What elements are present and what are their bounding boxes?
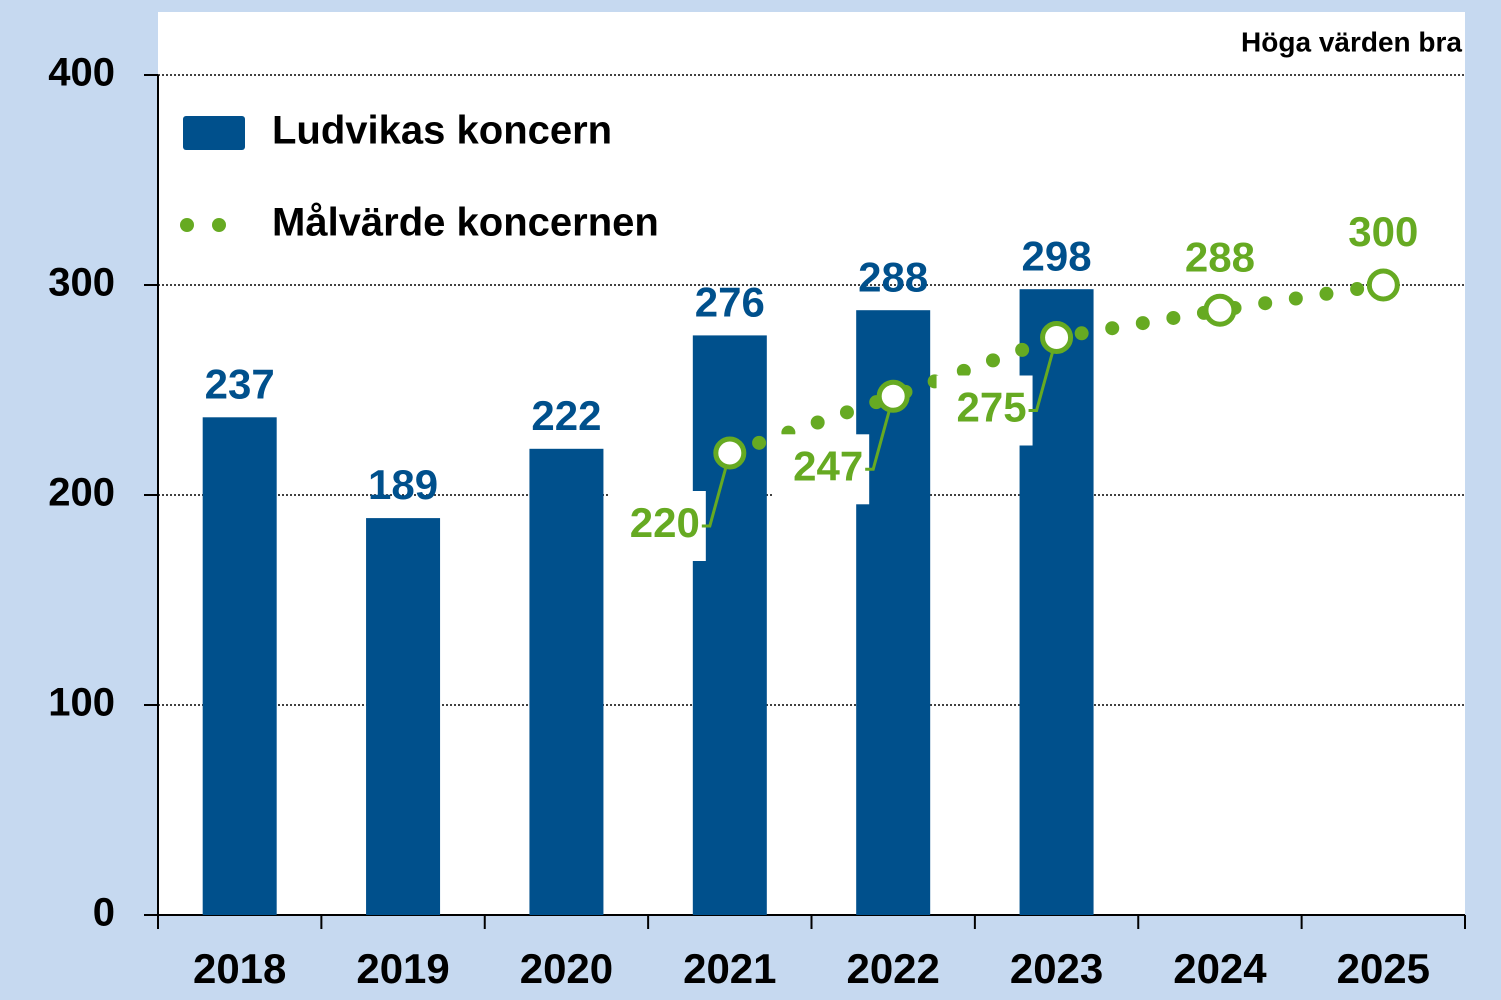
data-label: 288	[1185, 233, 1255, 280]
leader-line	[701, 452, 732, 528]
data-label: 237	[205, 360, 275, 407]
annotation: Höga värden bra	[1241, 26, 1462, 57]
legend-swatch	[180, 218, 194, 232]
bar	[529, 448, 604, 915]
target-marker	[713, 436, 747, 470]
bar	[366, 518, 441, 915]
legend-swatch	[212, 218, 226, 232]
bar	[692, 335, 767, 915]
leader-line	[1028, 337, 1059, 412]
data-label: 247	[793, 442, 863, 489]
label-box	[773, 434, 870, 505]
target-marker	[1040, 321, 1074, 354]
legend-label: Målvärde koncernen	[272, 201, 659, 245]
legend-label: Ludvikas koncern	[272, 109, 612, 153]
data-label: 275	[956, 384, 1026, 431]
data-label: 276	[695, 278, 765, 325]
target-marker	[1203, 293, 1237, 327]
y-tick-label: 200	[48, 471, 115, 515]
x-tick-label: 2021	[683, 945, 776, 992]
label-box	[936, 375, 1033, 446]
target-marker	[1366, 268, 1400, 302]
data-label: 300	[1348, 208, 1418, 255]
x-tick-label: 2022	[846, 945, 939, 992]
x-tick-label: 2024	[1173, 945, 1267, 992]
data-label: 222	[531, 392, 601, 439]
x-tick-label: 2019	[356, 945, 449, 992]
data-label: 288	[858, 253, 928, 300]
data-label: 220	[630, 499, 700, 546]
leader-line	[865, 395, 895, 471]
data-label: 298	[1022, 232, 1092, 279]
y-tick-label: 300	[48, 261, 115, 305]
bar	[202, 417, 277, 915]
y-tick-label: 0	[93, 891, 115, 935]
legend-swatch	[183, 116, 245, 150]
x-tick-label: 2020	[520, 945, 613, 992]
data-label: 189	[368, 461, 438, 508]
x-tick-label: 2023	[1010, 945, 1103, 992]
target-marker	[876, 379, 910, 413]
y-tick-label: 100	[48, 681, 115, 725]
label-box	[609, 491, 706, 561]
x-tick-label: 2018	[193, 945, 286, 992]
x-tick-label: 2025	[1337, 945, 1430, 992]
y-tick-label: 400	[48, 51, 115, 95]
